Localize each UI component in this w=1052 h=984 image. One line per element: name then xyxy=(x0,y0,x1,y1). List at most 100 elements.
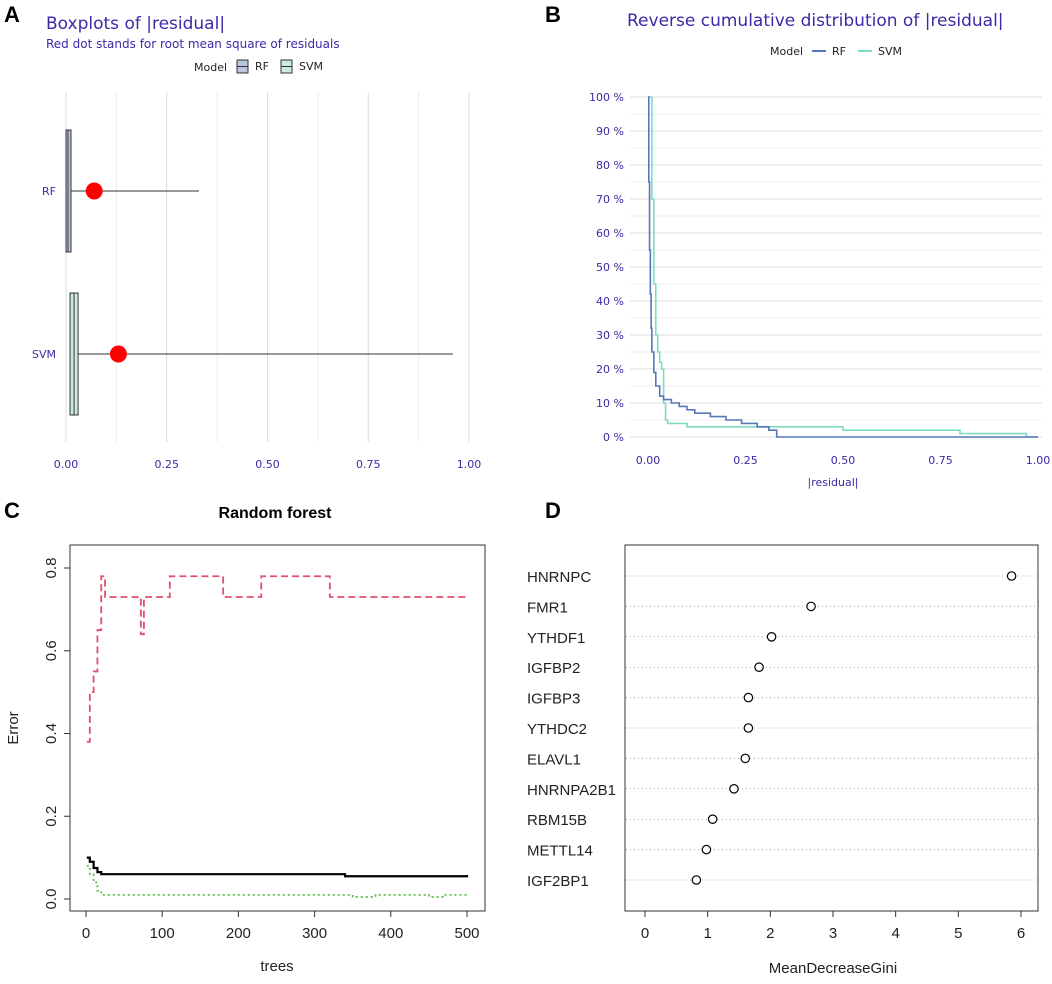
panel-a-title: Boxplots of |residual| xyxy=(46,14,225,34)
panel-c-y-tick: 0.4 xyxy=(43,723,60,744)
panel-c-x-tick: 500 xyxy=(454,925,479,942)
panel-b-grid xyxy=(630,96,1042,438)
panel-a-cat-svm: SVM xyxy=(32,348,56,361)
panel-b-y-tick: 70 % xyxy=(596,193,624,206)
panel-b-label: B xyxy=(545,2,561,27)
gini-feature-label: ELAVL1 xyxy=(527,751,581,768)
panel-c-x-tick: 0 xyxy=(82,925,90,942)
panel-c-title: Random forest xyxy=(219,505,333,522)
rf-error-line-dotted xyxy=(86,865,467,898)
rms-dot xyxy=(109,345,127,363)
rcd-line-rf xyxy=(647,96,1038,438)
panel-b-legend: Model RF SVM xyxy=(770,45,902,58)
panel-a-legend-rf: RF xyxy=(255,60,269,73)
panel-b-xlabel: |residual| xyxy=(808,476,859,489)
panel-c-y-tick: 0.2 xyxy=(43,806,60,827)
panel-c-y-tick: 0.6 xyxy=(43,640,60,661)
panel-c-ylabel: Error xyxy=(5,711,22,744)
panel-b-y-tick: 20 % xyxy=(596,363,624,376)
panel-a-x-ticks: 0.00 0.25 0.50 0.75 1.00 xyxy=(54,458,482,471)
panel-d-x-ticks: 0 1 2 3 4 5 6 xyxy=(641,911,1025,942)
panel-b-x-ticks: 0.00 0.25 0.50 0.75 1.00 xyxy=(636,454,1051,467)
panel-a-x-tick: 0.75 xyxy=(356,458,381,471)
gini-feature-label: HNRNPA2B1 xyxy=(527,782,616,799)
panel-b-title: Reverse cumulative distribution of |resi… xyxy=(627,11,1004,31)
gini-point xyxy=(743,692,754,703)
panel-a-cat-rf: RF xyxy=(42,185,56,198)
gini-point xyxy=(740,753,751,764)
panel-c-xlabel: trees xyxy=(260,958,293,975)
panel-b-x-tick: 0.00 xyxy=(636,454,661,467)
panel-a-legend-svm: SVM xyxy=(299,60,323,73)
gini-feature-label: METTL14 xyxy=(527,843,593,860)
panel-c-x-tick: 400 xyxy=(378,925,403,942)
gini-feature-label: HNRNPC xyxy=(527,569,591,586)
panel-d-x-tick: 1 xyxy=(703,925,711,942)
panel-b-y-tick: 30 % xyxy=(596,329,624,342)
panel-c-x-ticks: 0 100 200 300 400 500 xyxy=(82,911,480,942)
gini-point xyxy=(743,723,754,733)
panel-d: D HNRNPC FMR1 YTHDF1 IGFBP2 IGFBP3 YTHDC2 ELAV… xyxy=(527,498,1039,977)
panel-b: B Reverse cumulative distribution of |re… xyxy=(545,2,1050,489)
panel-b-y-tick: 100 % xyxy=(589,91,624,104)
gini-feature-label: IGFBP2 xyxy=(527,660,580,677)
panel-c-y-ticks: 0.0 0.2 0.4 0.6 0.8 xyxy=(43,558,70,910)
panel-d-x-tick: 6 xyxy=(1017,925,1025,942)
panel-c-y-tick: 0.8 xyxy=(43,558,60,579)
panel-a-x-tick: 0.25 xyxy=(155,458,180,471)
panel-d-x-tick: 3 xyxy=(829,925,837,942)
panel-c-y-tick: 0.0 xyxy=(43,889,60,910)
panel-b-y-tick: 0 % xyxy=(603,431,624,444)
panel-d-x-tick: 0 xyxy=(641,925,649,942)
panel-b-legend-title: Model xyxy=(770,45,803,58)
panel-b-x-tick: 0.25 xyxy=(733,454,758,467)
gini-point xyxy=(729,783,739,794)
panel-d-xlabel: MeanDecreaseGini xyxy=(769,960,897,977)
gini-point xyxy=(691,875,702,885)
rf-error-line-solid xyxy=(86,856,469,878)
panel-a-legend-title: Model xyxy=(194,61,227,74)
gini-feature-label: FMR1 xyxy=(527,599,568,616)
panel-a-grid xyxy=(65,92,470,442)
panel-b-y-tick: 40 % xyxy=(596,295,624,308)
panel-b-x-tick: 1.00 xyxy=(1026,454,1051,467)
panel-b-x-tick: 0.50 xyxy=(831,454,856,467)
panel-a-x-tick: 1.00 xyxy=(457,458,482,471)
gini-point xyxy=(754,662,764,672)
panel-b-x-tick: 0.75 xyxy=(928,454,953,467)
gini-point xyxy=(701,844,712,855)
gini-point xyxy=(766,631,777,642)
panel-d-rows: HNRNPC FMR1 YTHDF1 IGFBP2 IGFBP3 YTHDC2 ELAVL1… xyxy=(527,569,1037,890)
panel-b-y-tick: 50 % xyxy=(596,261,624,274)
panel-c-x-tick: 100 xyxy=(150,925,175,942)
panel-c-lines xyxy=(86,575,469,898)
panel-d-plot-frame xyxy=(624,544,1039,912)
rms-dot xyxy=(85,182,103,200)
panel-a-x-tick: 0.00 xyxy=(54,458,79,471)
panel-d-x-tick: 5 xyxy=(954,925,962,942)
panel-c-x-tick: 300 xyxy=(302,925,327,942)
panel-d-label: D xyxy=(545,498,561,523)
panel-d-x-tick: 2 xyxy=(766,925,774,942)
panel-b-y-ticks: 0 % 10 % 20 % 30 % 40 % 50 % 60 % 70 % 80 % 90 % 1… xyxy=(589,91,624,444)
panel-a-subtitle: Red dot stands for root mean square of r… xyxy=(46,37,340,51)
gini-feature-label: YTHDF1 xyxy=(527,630,585,647)
panel-b-legend-rf: RF xyxy=(832,45,846,58)
panel-b-legend-svm: SVM xyxy=(878,45,902,58)
gini-point xyxy=(707,814,718,824)
panel-b-y-tick: 90 % xyxy=(596,125,624,138)
rcd-line-svm xyxy=(648,96,1038,438)
panel-a-label: A xyxy=(4,2,20,27)
panel-a-boxes xyxy=(65,129,453,416)
gini-feature-label: YTHDC2 xyxy=(527,721,587,738)
panel-b-y-tick: 10 % xyxy=(596,397,624,410)
panel-b-lines xyxy=(647,96,1038,438)
gini-feature-label: IGFBP3 xyxy=(527,691,580,708)
panel-a-x-tick: 0.50 xyxy=(255,458,280,471)
rf-error-line-dashed xyxy=(86,575,467,743)
gini-point xyxy=(1006,571,1017,581)
gini-feature-label: IGF2BP1 xyxy=(527,873,589,890)
gini-point xyxy=(806,601,816,612)
panel-a: A Boxplots of |residual| Red dot stands … xyxy=(4,2,481,471)
